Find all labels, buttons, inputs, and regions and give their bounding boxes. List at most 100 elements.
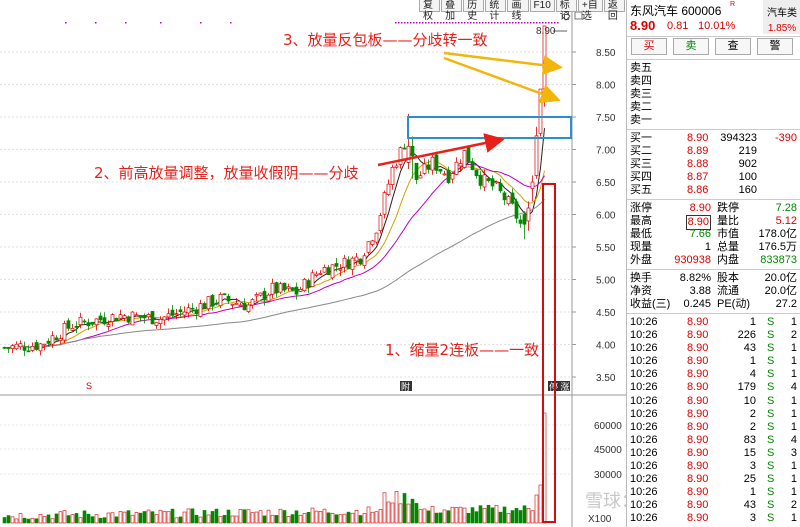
volume-bar [50,518,55,524]
date-marker-dot [200,22,202,24]
date-marker-dot [542,22,544,24]
candle-body [326,267,331,276]
tick-direction: S [767,407,775,420]
date-marker-dot [464,22,466,24]
candle-body [430,156,435,171]
toolbar-button[interactable]: F10 [529,0,555,12]
stat-value: 3.88 [689,285,711,297]
candle-body [262,290,267,301]
buy-price: 8.90 [687,132,709,144]
volume-bar [150,511,155,524]
volume-bar [410,498,415,524]
tick-volume: 1 [749,486,756,499]
toolbar-button[interactable]: 画线 [507,0,529,22]
candle-body [26,350,31,353]
candle-body [158,319,163,324]
kline-chart[interactable]: 8.50 8.00 7.50 7.00 6.50 6.00 5.50 5.00 4.50 4.00… [0,0,626,527]
ma5-line [4,128,545,349]
price-tick-label: 4.50 [596,308,616,319]
toolbar-button[interactable]: 历史 [463,0,485,22]
candle-body [474,169,479,177]
buy-volume: 219 [738,145,757,157]
volume-bar [6,515,11,524]
stock-header: 东风汽车 600006 R 8.90 0.81 10.01% 汽车类 1.85% [627,0,800,37]
buy-volume: 100 [738,171,757,183]
candle-body [114,317,119,322]
sell-button[interactable]: 卖 [673,38,709,55]
tick-direction: S [767,420,775,433]
sector-box[interactable]: 汽车类 1.85% [763,0,800,34]
candle-body [110,314,115,322]
candle-body [510,192,515,204]
candle-body [182,311,187,316]
toolbar-button[interactable]: 复权 [419,0,441,22]
tick-price: 8.90 [687,512,709,525]
stat-label: 跌停 [717,202,739,214]
volume-bar [250,512,255,524]
date-marker-dot [419,22,421,24]
buy-button[interactable]: 买 [631,38,667,55]
tick-row: 10:26 8.90 1 S 1 [627,355,800,368]
toolbar-button[interactable]: 标记 [555,0,577,22]
sell-label: 卖一 [630,114,652,126]
toolbar-button[interactable]: +自选 [577,0,603,22]
volume-bar [98,517,103,524]
candle-body [514,201,519,219]
date-marker-dot [422,22,424,24]
candle-body [82,320,87,323]
tick-row: 10:26 8.90 3 S 1 [627,460,800,473]
candle-body [502,192,507,201]
date-marker-dot [557,22,559,24]
kline-chart-area[interactable]: 8.50 8.00 7.50 7.00 6.50 6.00 5.50 5.00 4.50 4.00… [0,0,626,527]
candle-body [226,295,231,302]
buy-row: 买五 8.86 160 [627,184,800,197]
candle-body [410,145,415,157]
candle-body [486,178,491,182]
date-marker-dot [65,22,67,24]
volume-bar [354,509,359,524]
date-marker-dot [401,22,403,24]
candle-body [422,163,427,174]
tick-list[interactable]: 10:26 8.90 1 S 1 10:26 8.90 226 S 2 10:26 8.90 43 S 1 1… [627,314,800,526]
volume-bar [458,506,463,524]
volume-tick-label: 30000 [594,470,622,481]
volume-bar [258,510,263,524]
volume-bar [82,510,87,524]
candle-body [186,307,191,314]
tick-time: 10:26 [630,420,658,433]
buy-row: 买三 8.88 902 [627,158,800,171]
volume-bar [78,517,83,524]
candle-body [370,240,375,245]
volume-bar [342,513,347,524]
alert-button[interactable]: 警 [757,38,793,55]
sell-row: 卖五 [627,62,800,75]
candle-body [366,241,371,253]
candle-body [134,314,139,317]
volume-bar [134,512,139,524]
tick-volume: 3 [749,512,756,525]
quote-panel: 东风汽车 600006 R 8.90 0.81 10.01% 汽车类 1.85%… [626,0,800,527]
volume-bar [246,509,251,524]
tick-time: 10:26 [630,407,658,420]
stock-price: 8.90 [630,18,656,33]
tick-count: 1 [790,355,797,368]
date-marker-dot [482,22,484,24]
toolbar-button[interactable]: 叠加 [441,0,463,22]
candle-body [214,302,219,305]
date-marker-dot [524,22,526,24]
volume-bar [158,509,163,524]
date-marker-dot [506,22,508,24]
candle-body [98,315,103,321]
toolbar-button[interactable]: 返回 [603,0,625,22]
date-marker-dot [473,22,475,24]
volume-bar [350,512,355,524]
tick-direction: S [767,499,775,512]
candle-body [330,264,335,279]
price-tick-label: 8.50 [596,48,616,59]
candle-body [30,345,35,351]
stat-label: 市值 [717,228,739,240]
toolbar-button[interactable]: 统计 [485,0,507,22]
tick-volume: 25 [743,473,756,486]
query-button[interactable]: 查 [715,38,751,55]
trade-buttons: 买 卖 查 警 [627,37,800,60]
